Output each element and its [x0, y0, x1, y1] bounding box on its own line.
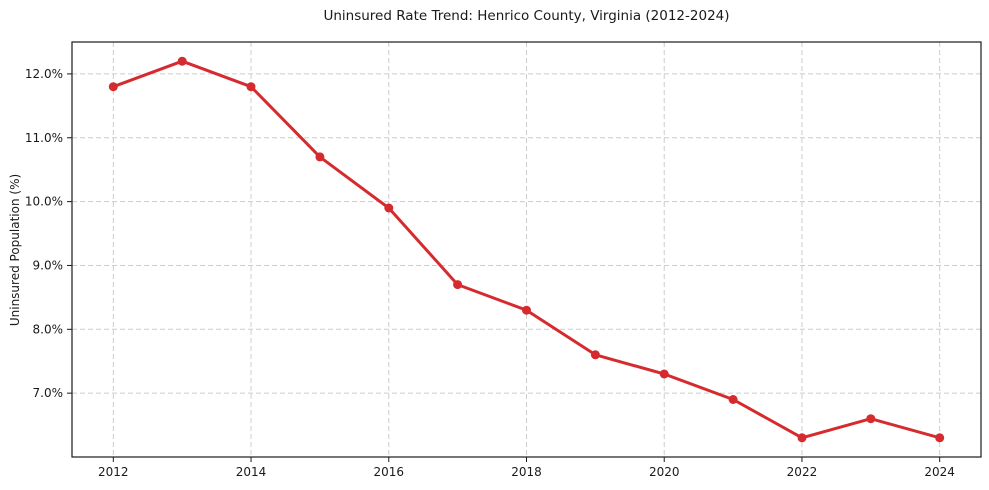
chart-title: Uninsured Rate Trend: Henrico County, Vi…	[323, 8, 730, 24]
data-point-2013	[177, 56, 187, 66]
x-tick-label: 2020	[649, 465, 680, 479]
y-tick-label: 8.0%	[33, 322, 64, 336]
data-point-2014	[246, 82, 256, 92]
data-point-2019	[590, 350, 600, 360]
data-point-2020	[659, 369, 669, 379]
x-tick-label: 2016	[373, 465, 404, 479]
data-point-2024	[935, 433, 945, 443]
y-tick-label: 10.0%	[25, 195, 63, 209]
x-tick-label: 2024	[924, 465, 955, 479]
data-point-2022	[797, 433, 807, 443]
x-tick-label: 2012	[98, 465, 129, 479]
y-tick-label: 11.0%	[25, 131, 63, 145]
x-tick-label: 2022	[787, 465, 818, 479]
data-point-2021	[728, 395, 738, 404]
data-point-2018	[522, 305, 531, 315]
y-tick-label: 12.0%	[25, 67, 63, 81]
data-point-2023	[866, 414, 876, 424]
data-point-2016	[384, 203, 394, 213]
y-axis-label: Uninsured Population (%)	[8, 173, 22, 327]
x-tick-label: 2018	[511, 465, 542, 479]
data-point-2017	[453, 280, 463, 290]
y-tick-label: 7.0%	[33, 386, 64, 400]
y-tick-label: 9.0%	[33, 258, 64, 272]
data-point-2015	[315, 152, 325, 162]
data-point-2012	[108, 82, 118, 92]
x-tick-label: 2014	[236, 465, 267, 479]
